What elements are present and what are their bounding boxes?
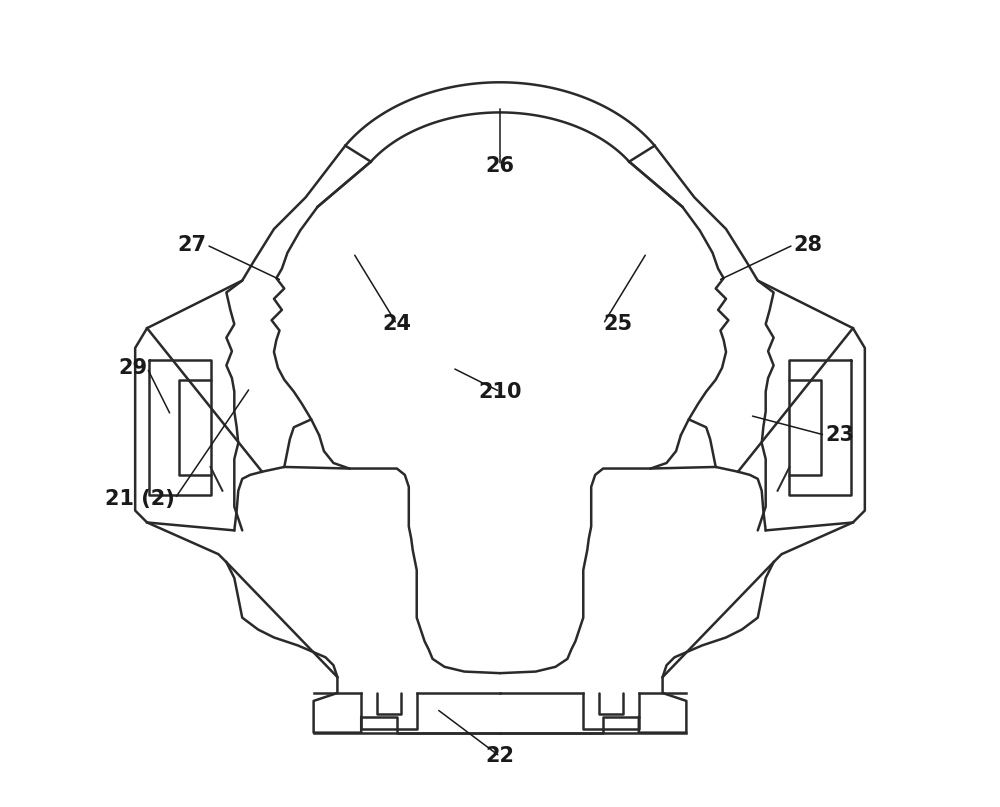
Text: 24: 24	[382, 314, 411, 334]
Text: 210: 210	[478, 382, 522, 402]
Text: 23: 23	[825, 425, 854, 445]
Text: 26: 26	[486, 156, 514, 176]
Text: 28: 28	[793, 235, 822, 255]
Text: 21 (2): 21 (2)	[105, 489, 175, 508]
Text: 29: 29	[118, 358, 147, 378]
Text: 27: 27	[178, 235, 207, 255]
Text: 25: 25	[603, 314, 632, 334]
Text: 22: 22	[486, 746, 514, 767]
